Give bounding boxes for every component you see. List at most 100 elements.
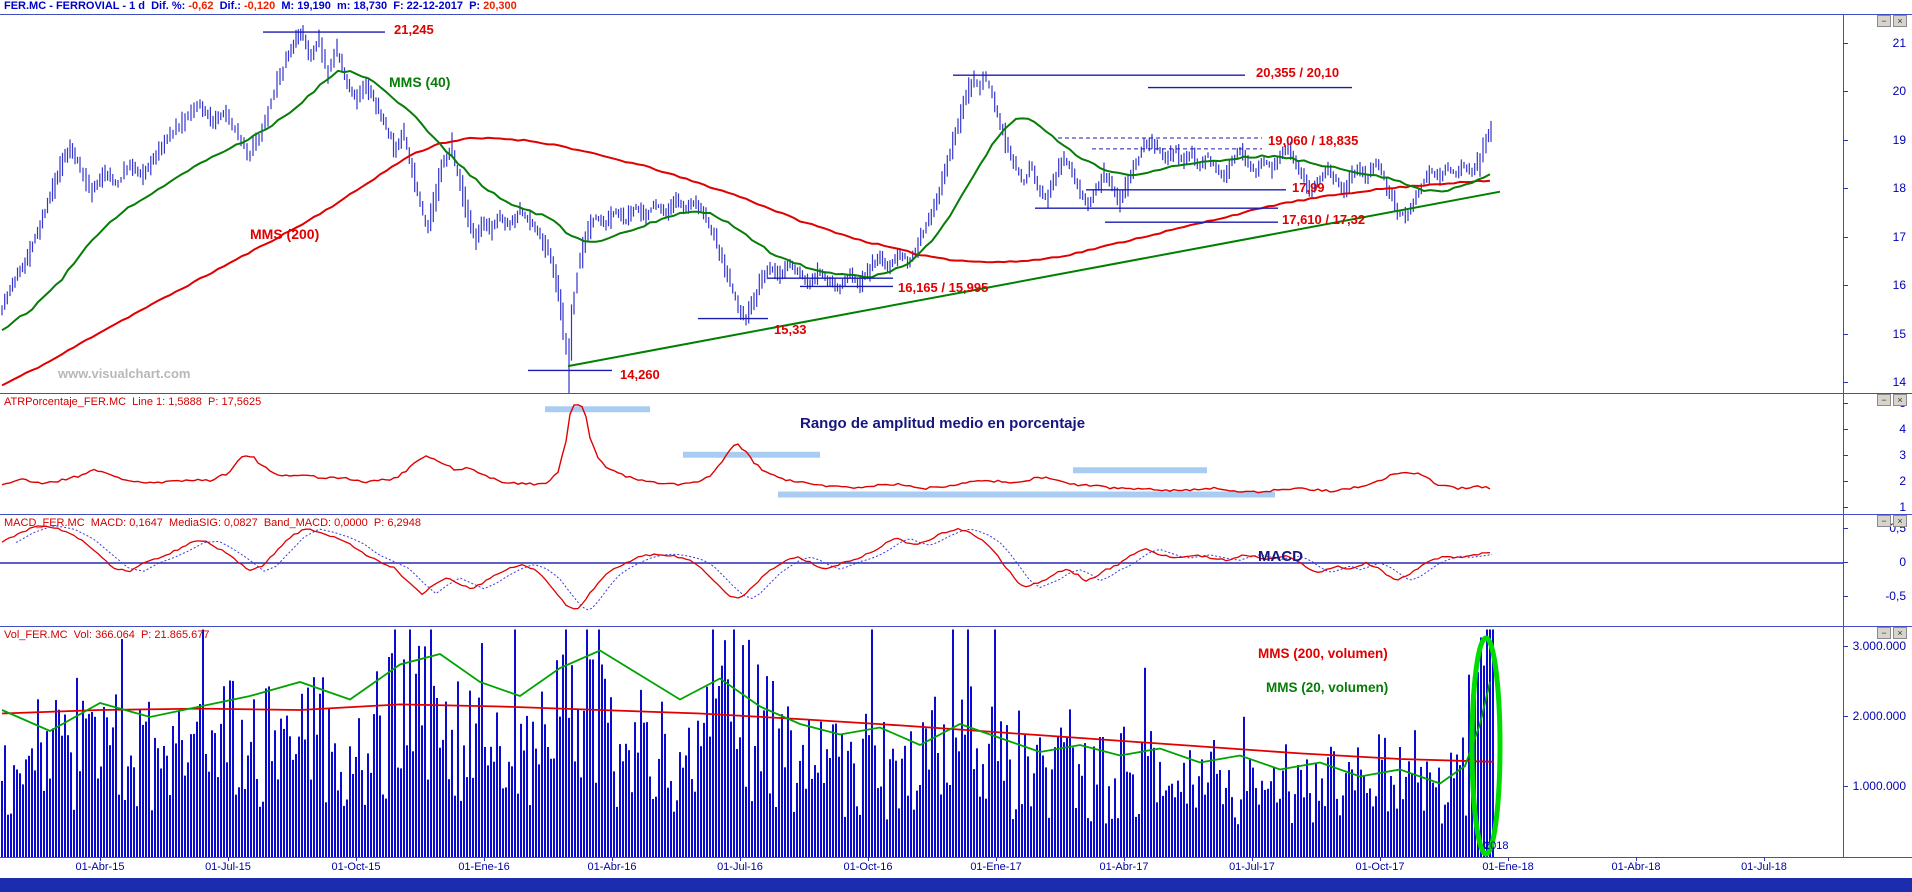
date-axis-label: 01-Jul-18 [1741,861,1787,873]
axis-tick [1843,91,1848,93]
axis-tick [1843,139,1848,141]
atr-chart-canvas[interactable] [0,394,1843,515]
year-start-label: 2018 [1484,840,1509,852]
axis-tick [1843,786,1848,787]
date-axis-label: 01-Ene-17 [970,861,1022,873]
date-tick [612,857,613,861]
header-segment: P: [462,0,484,12]
atr-panel-minimize-button[interactable]: − [1877,394,1891,406]
price-axis-label: 15 [1892,326,1906,341]
chart-header-bar: FER.MC - FERROVIAL - 1 d Dif. %: -0,62 D… [0,0,1912,14]
vol-panel-minimize-button[interactable]: − [1877,627,1891,639]
header-segment: -0,120 [244,0,276,12]
axis-tick [1843,43,1848,44]
price-level-label: 20,355 / 20,10 [1256,65,1340,80]
axis-tick [1843,596,1848,597]
header-segment: Dif.: [213,0,245,12]
axis-tick [1843,455,1848,456]
axis-tick [1843,528,1848,529]
date-axis-label: 01-Abr-18 [1611,861,1661,873]
axis-tick [1843,285,1848,287]
volume-mms200-legend-label: MMS (200, volumen) [1258,646,1388,661]
macd-panel-title: MACD_FER.MC MACD: 0,1647 MediaSIG: 0,082… [4,517,421,529]
date-axis-label: 01-Abr-15 [75,861,125,873]
atr-annotation-label: Rango de amplitud medio en porcentaje [800,415,1086,432]
vol-panel-close-button[interactable]: × [1893,627,1907,639]
axis-tick [1843,333,1848,335]
date-axis-label: 01-Oct-15 [331,861,381,873]
date-tick [1636,857,1637,861]
date-tick [996,857,997,861]
header-segment: 1 d [129,0,152,12]
date-tick [1764,857,1765,861]
price-level-label: 21,245 [394,22,434,37]
header-segment: 20,300 [483,0,517,12]
date-tick [1252,857,1253,861]
date-tick [868,857,869,861]
atr-panel-close-button[interactable]: × [1893,394,1907,406]
date-axis-label: 01-Ene-18 [1482,861,1534,873]
date-tick [484,857,485,861]
price-panel-close-button[interactable]: × [1893,15,1907,27]
price-level-label: 19,060 / 18,835 [1268,133,1359,148]
volume-chart-canvas[interactable] [0,627,1843,858]
price-level-label: 15,33 [774,322,807,337]
date-tick [228,857,229,861]
date-tick [1124,857,1125,861]
axis-tick [1843,507,1848,508]
macd-chart-canvas[interactable] [0,515,1843,627]
axis-tick [1843,716,1848,717]
atr-panel-title: ATRPorcentaje_FER.MC Line 1: 1,5888 P: 1… [4,396,262,408]
atr-axis-label: 1 [1899,500,1906,514]
volume-panel-title: Vol_FER.MC Vol: 366.064 P: 21.865.677 [4,629,210,641]
date-axis-label: 01-Ene-16 [458,861,510,873]
header-segment: M: 19,190 [275,0,331,12]
price-axis-label: 14 [1892,375,1906,389]
atr-axis-label: 4 [1899,422,1906,436]
header-segment: FER.MC - FERROVIAL - [4,0,130,12]
axis-tick [1843,481,1848,482]
macd-panel-minimize-button[interactable]: − [1877,515,1891,527]
price-level-label: 14,260 [620,367,660,382]
header-segment: Dif. %: [151,0,189,12]
header-segment: m: 18,730 [330,0,388,12]
price-level-label: 17,610 / 17,32 [1282,212,1366,227]
mms40-legend-label: MMS (40) [389,74,451,90]
date-tick [740,857,741,861]
price-axis-label: 16 [1892,278,1906,293]
price-axis-label: 18 [1892,181,1906,196]
axis-tick [1843,562,1848,563]
date-axis-label: 01-Jul-15 [205,861,251,873]
macd-panel-close-button[interactable]: × [1893,515,1907,527]
bottom-bar [0,878,1912,892]
atr-panel[interactable] [0,393,1912,514]
time-axis[interactable] [0,857,1912,878]
price-panel[interactable] [0,14,1912,394]
date-axis-label: 01-Oct-16 [843,861,893,873]
axis-tick [1843,236,1848,238]
date-axis-label: 01-Jul-16 [717,861,763,873]
date-axis-label: 01-Jul-17 [1229,861,1275,873]
date-tick [100,857,101,861]
price-level-label: 16,165 / 15,995 [898,280,989,295]
macd-axis-label: -0,5 [1885,589,1906,603]
volume-panel[interactable] [0,626,1912,857]
price-axis-label: 21 [1892,36,1906,50]
value-axis-column[interactable] [1843,14,1912,857]
header-segment: -0,62 [188,0,214,12]
price-axis-label: 17 [1892,229,1906,244]
header-segment: F: 22-12-2017 [387,0,463,12]
price-panel-minimize-button[interactable]: − [1877,15,1891,27]
price-chart-canvas[interactable] [0,15,1843,394]
axis-tick [1843,429,1848,430]
price-axis-label: 20 [1892,84,1906,99]
macd-panel[interactable] [0,514,1912,626]
volume-axis-label: 1.000.000 [1852,779,1906,793]
volume-axis-label: 2.000.000 [1852,709,1906,723]
price-axis-label: 19 [1892,132,1906,147]
date-axis-label: 01-Oct-17 [1355,861,1405,873]
date-axis-label: 01-Abr-17 [1099,861,1149,873]
date-tick [1380,857,1381,861]
atr-axis-label: 2 [1899,474,1906,488]
